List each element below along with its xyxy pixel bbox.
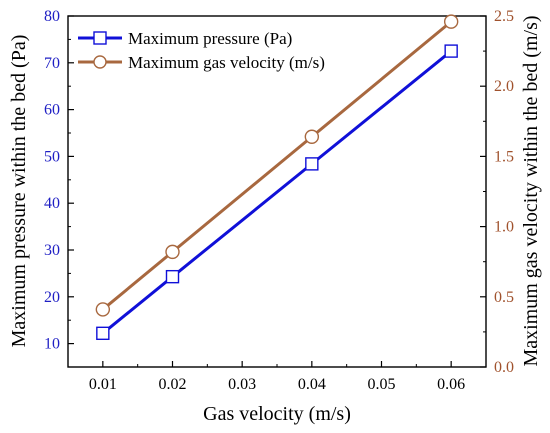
right-y-tick-label: 1.0 [494,219,514,236]
legend-marker-square [93,31,107,45]
x-tick-label: 0.06 [437,376,465,393]
x-tick-label: 0.05 [368,376,396,393]
series-line-velocity [101,20,453,311]
data-point-circle [443,14,459,29]
legend-label-velocity: Maximum gas velocity (m/s) [128,53,325,72]
right-y-tick-label: 0.5 [494,289,514,306]
left-y-tick-label: 30 [44,242,60,259]
data-point-circle [165,244,180,260]
data-point-square [305,157,319,171]
right-y-tick-label: 2.5 [494,8,514,25]
left-y-tick-label: 80 [44,8,60,25]
legend: Maximum pressure (Pa) Maximum gas veloci… [78,29,325,72]
series-layer [95,14,459,341]
data-point-circle [304,129,320,144]
x-tick-label: 0.02 [159,376,187,393]
left-y-tick-label: 10 [44,336,60,353]
legend-label-pressure: Maximum pressure (Pa) [128,29,292,48]
left-y-tick-label: 70 [44,55,60,72]
right-y-tick-label: 1.5 [494,148,514,165]
data-point-square [96,326,110,341]
data-point-square [165,269,180,284]
right-y-tick-label: 2.0 [494,78,514,95]
right-y-axis: 0.0 0.5 1.0 1.5 2.0 2.5 [480,8,514,376]
right-y-tick-label: 0.0 [494,359,514,376]
left-y-tick-label: 40 [44,195,60,212]
series-line-pressure [101,49,453,335]
left-y-tick-label: 60 [44,102,60,119]
left-y-axis-title: Maximum pressure within the bed (Pa) [8,35,30,348]
x-tick-label: 0.03 [228,376,256,393]
x-tick-label: 0.01 [89,376,117,393]
left-y-tick-label: 20 [44,289,60,306]
x-tick-label: 0.04 [298,376,326,393]
legend-marker-circle [93,55,107,69]
x-axis-title: Gas velocity (m/s) [203,403,351,425]
data-point-square [444,44,458,58]
x-axis: 0.01 0.02 0.03 0.04 0.05 0.06 [89,361,465,393]
left-y-tick-label: 50 [44,148,60,165]
left-y-axis: 10 20 30 40 50 60 70 80 [44,8,74,353]
data-point-circle [95,302,111,317]
right-y-axis-title: Maximum gas velocity within the bed (m/s… [520,15,542,366]
